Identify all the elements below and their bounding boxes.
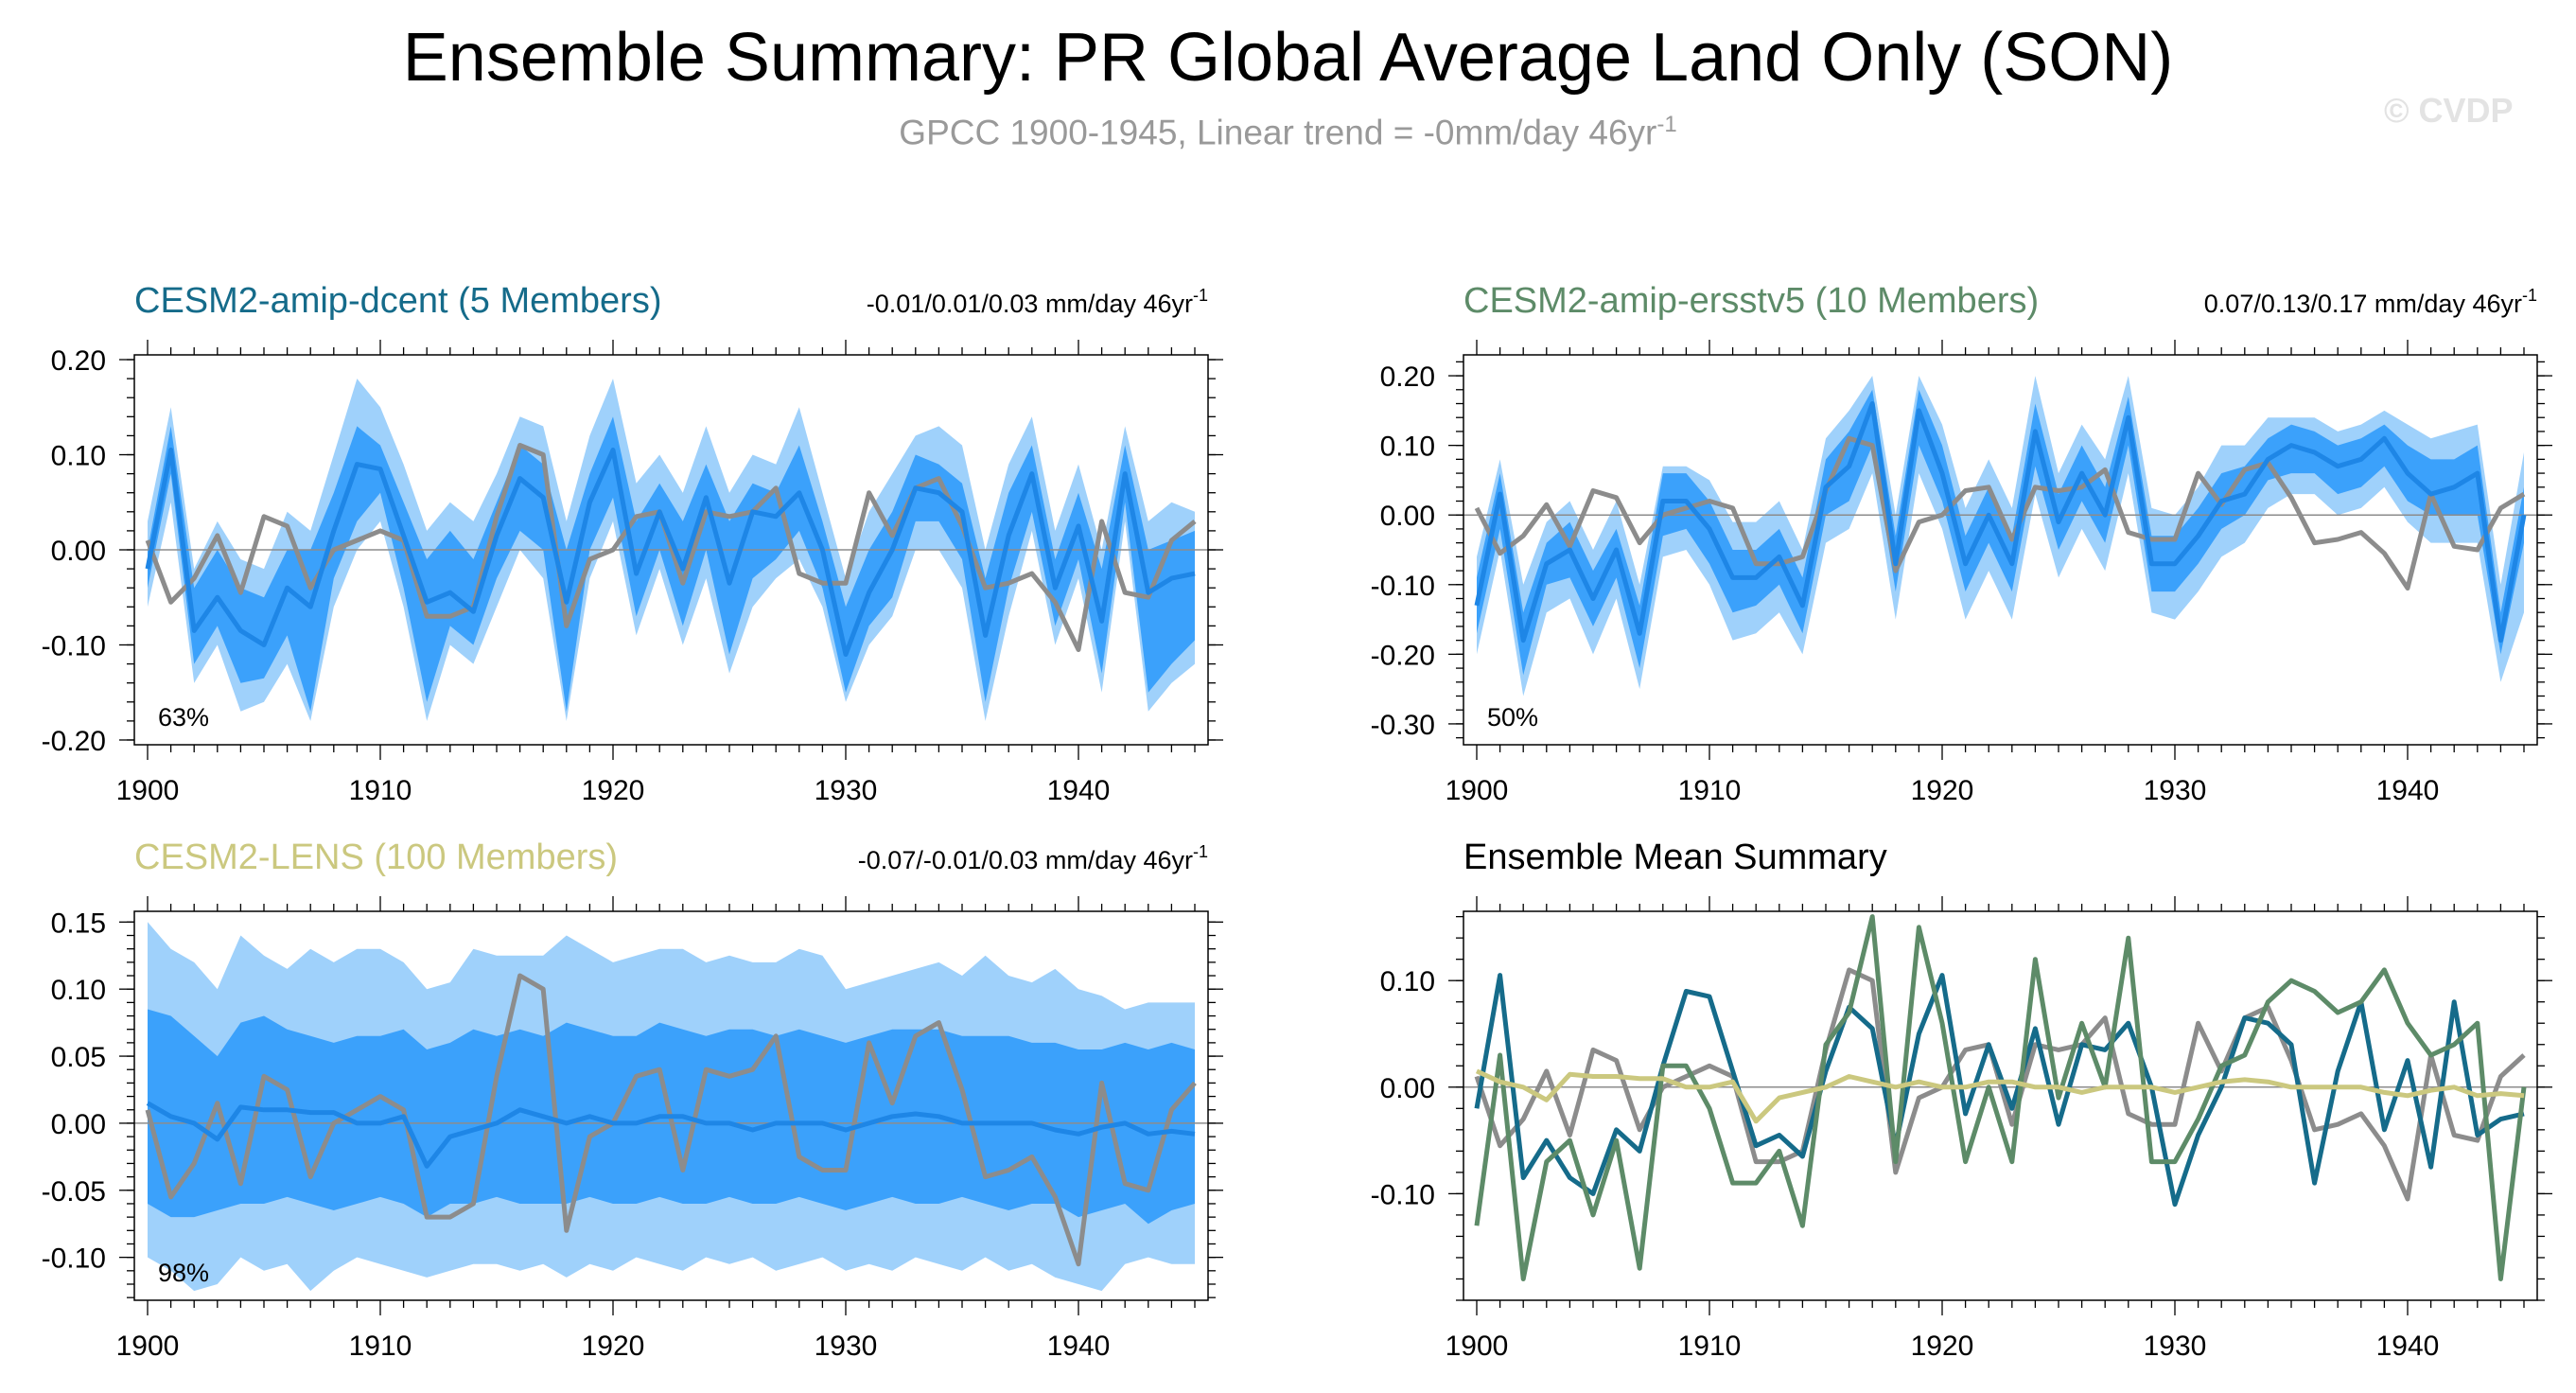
chart-panel-4: -0.10 0.00 0.10 1900 1910 1920 1930 1940 Ensembl… <box>1371 838 2552 1362</box>
y-tick-label: 0.20 <box>1380 361 1435 393</box>
panel-title: Ensemble Mean Summary <box>1463 838 1887 877</box>
plot-frame <box>133 910 1209 1301</box>
x-tick-label: 1930 <box>815 1331 878 1362</box>
cvdp-watermark: © CVDP <box>2384 91 2514 130</box>
y-tick-label: 0.20 <box>51 345 106 377</box>
panel-title: CESM2-LENS (100 Members) <box>134 838 618 877</box>
plot-area <box>134 379 1208 721</box>
x-tick-label: 1930 <box>2144 1331 2207 1362</box>
y-tick-label: -0.10 <box>42 630 106 661</box>
chart-panel-2: -0.30 -0.20 -0.10 0.00 0.10 0.20 1900 1910 1920 1… <box>1371 281 2552 806</box>
x-tick-label: 1920 <box>582 775 645 806</box>
y-tick-label: -0.10 <box>1371 571 1435 602</box>
y-tick-label: 0.10 <box>51 441 106 472</box>
x-tick-label: 1920 <box>582 1331 645 1362</box>
plot-frame <box>1463 910 2538 1301</box>
trend-value: -0.01/0.01/0.03 mm/day 46yr <box>867 290 1193 318</box>
trend-label: -0.07/-0.01/0.03 mm/day 46yr-1 <box>858 842 1208 874</box>
panel-title: CESM2-amip-dcent (5 Members) <box>134 281 661 321</box>
x-tick-label: 1900 <box>1446 775 1509 806</box>
x-tick-label: 1930 <box>2144 775 2207 806</box>
plot-area <box>134 922 1208 1292</box>
x-tick-label: 1920 <box>1911 1331 1974 1362</box>
trend-superscript: -1 <box>2522 286 2537 305</box>
trend-value: -0.07/-0.01/0.03 mm/day 46yr <box>858 846 1193 874</box>
y-tick-label: -0.10 <box>42 1243 106 1275</box>
x-tick-label: 1940 <box>1047 1331 1111 1362</box>
y-tick-label: 0.05 <box>51 1042 106 1073</box>
percent-label: 63% <box>158 703 209 732</box>
chart-panel-1: -0.20 -0.10 0.00 0.10 0.20 1900 1910 1920 1930 19… <box>42 281 1223 806</box>
y-tick-label: 0.15 <box>51 908 106 939</box>
y-tick-label: -0.20 <box>1371 640 1435 671</box>
percent-label: 50% <box>1487 703 1538 732</box>
band-10-90 <box>1477 389 2524 676</box>
y-tick-label: 0.10 <box>51 975 106 1006</box>
y-tick-label: 0.00 <box>51 1109 106 1140</box>
x-tick-label: 1900 <box>116 1331 180 1362</box>
x-tick-label: 1910 <box>1678 775 1742 806</box>
plot-area <box>1463 914 2537 1281</box>
y-tick-label: 0.00 <box>1380 1073 1435 1104</box>
trend-label: 0.07/0.13/0.17 mm/day 46yr-1 <box>2204 286 2537 318</box>
subtitle-superscript: -1 <box>1656 112 1677 137</box>
x-tick-label: 1900 <box>116 775 180 806</box>
page-title: Ensemble Summary: PR Global Average Land… <box>402 20 2174 96</box>
obs-series-line <box>145 973 1197 1267</box>
y-tick-label: 0.00 <box>1380 501 1435 532</box>
tick-marks <box>119 340 1223 760</box>
x-tick-label: 1940 <box>2376 1331 2440 1362</box>
trend-label: -0.01/0.01/0.03 mm/day 46yr-1 <box>867 286 1208 318</box>
ensemble-mean-line <box>1474 401 2527 644</box>
y-tick-label: -0.30 <box>1371 710 1435 741</box>
tick-marks <box>1448 340 2552 760</box>
series-line-3 <box>1474 914 2527 1281</box>
x-tick-label: 1900 <box>1446 1331 1509 1362</box>
x-tick-label: 1910 <box>349 1331 412 1362</box>
x-tick-label: 1910 <box>349 775 412 806</box>
ensemble-mean-line <box>146 1101 1196 1169</box>
y-tick-label: 0.00 <box>51 536 106 567</box>
x-tick-label: 1940 <box>2376 775 2440 806</box>
x-tick-label: 1920 <box>1911 775 1974 806</box>
subtitle-text: GPCC 1900-1945, Linear trend = -0mm/day … <box>899 113 1657 152</box>
x-tick-label: 1930 <box>815 775 878 806</box>
trend-superscript: -1 <box>1193 842 1208 861</box>
percent-label: 98% <box>158 1259 209 1287</box>
series-line-2 <box>1474 973 2525 1208</box>
plot-area <box>1463 376 2537 696</box>
y-tick-label: 0.10 <box>1380 966 1435 997</box>
y-tick-label: 0.10 <box>1380 432 1435 463</box>
y-tick-label: -0.05 <box>42 1176 106 1208</box>
x-tick-label: 1940 <box>1047 775 1111 806</box>
panel-title: CESM2-amip-ersstv5 (10 Members) <box>1463 281 2039 321</box>
y-tick-label: -0.20 <box>42 726 106 757</box>
series-line-1 <box>1474 967 2526 1202</box>
chart-panel-3: -0.10 -0.05 0.00 0.05 0.10 0.15 1900 1910 1920 19… <box>42 838 1223 1362</box>
plot-frame <box>1463 354 2538 746</box>
tick-marks <box>1448 896 2552 1315</box>
trend-superscript: -1 <box>1193 286 1208 305</box>
obs-series-line <box>1474 435 2526 591</box>
series-line-4 <box>1475 1068 2525 1124</box>
y-tick-label: -0.10 <box>1371 1179 1435 1210</box>
page-subtitle: GPCC 1900-1945, Linear trend = -0mm/day … <box>0 112 2576 152</box>
x-tick-label: 1910 <box>1678 1331 1742 1362</box>
tick-marks <box>119 896 1223 1315</box>
trend-value: 0.07/0.13/0.17 mm/day 46yr <box>2204 290 2522 318</box>
ensemble-mean-line <box>145 448 1196 657</box>
